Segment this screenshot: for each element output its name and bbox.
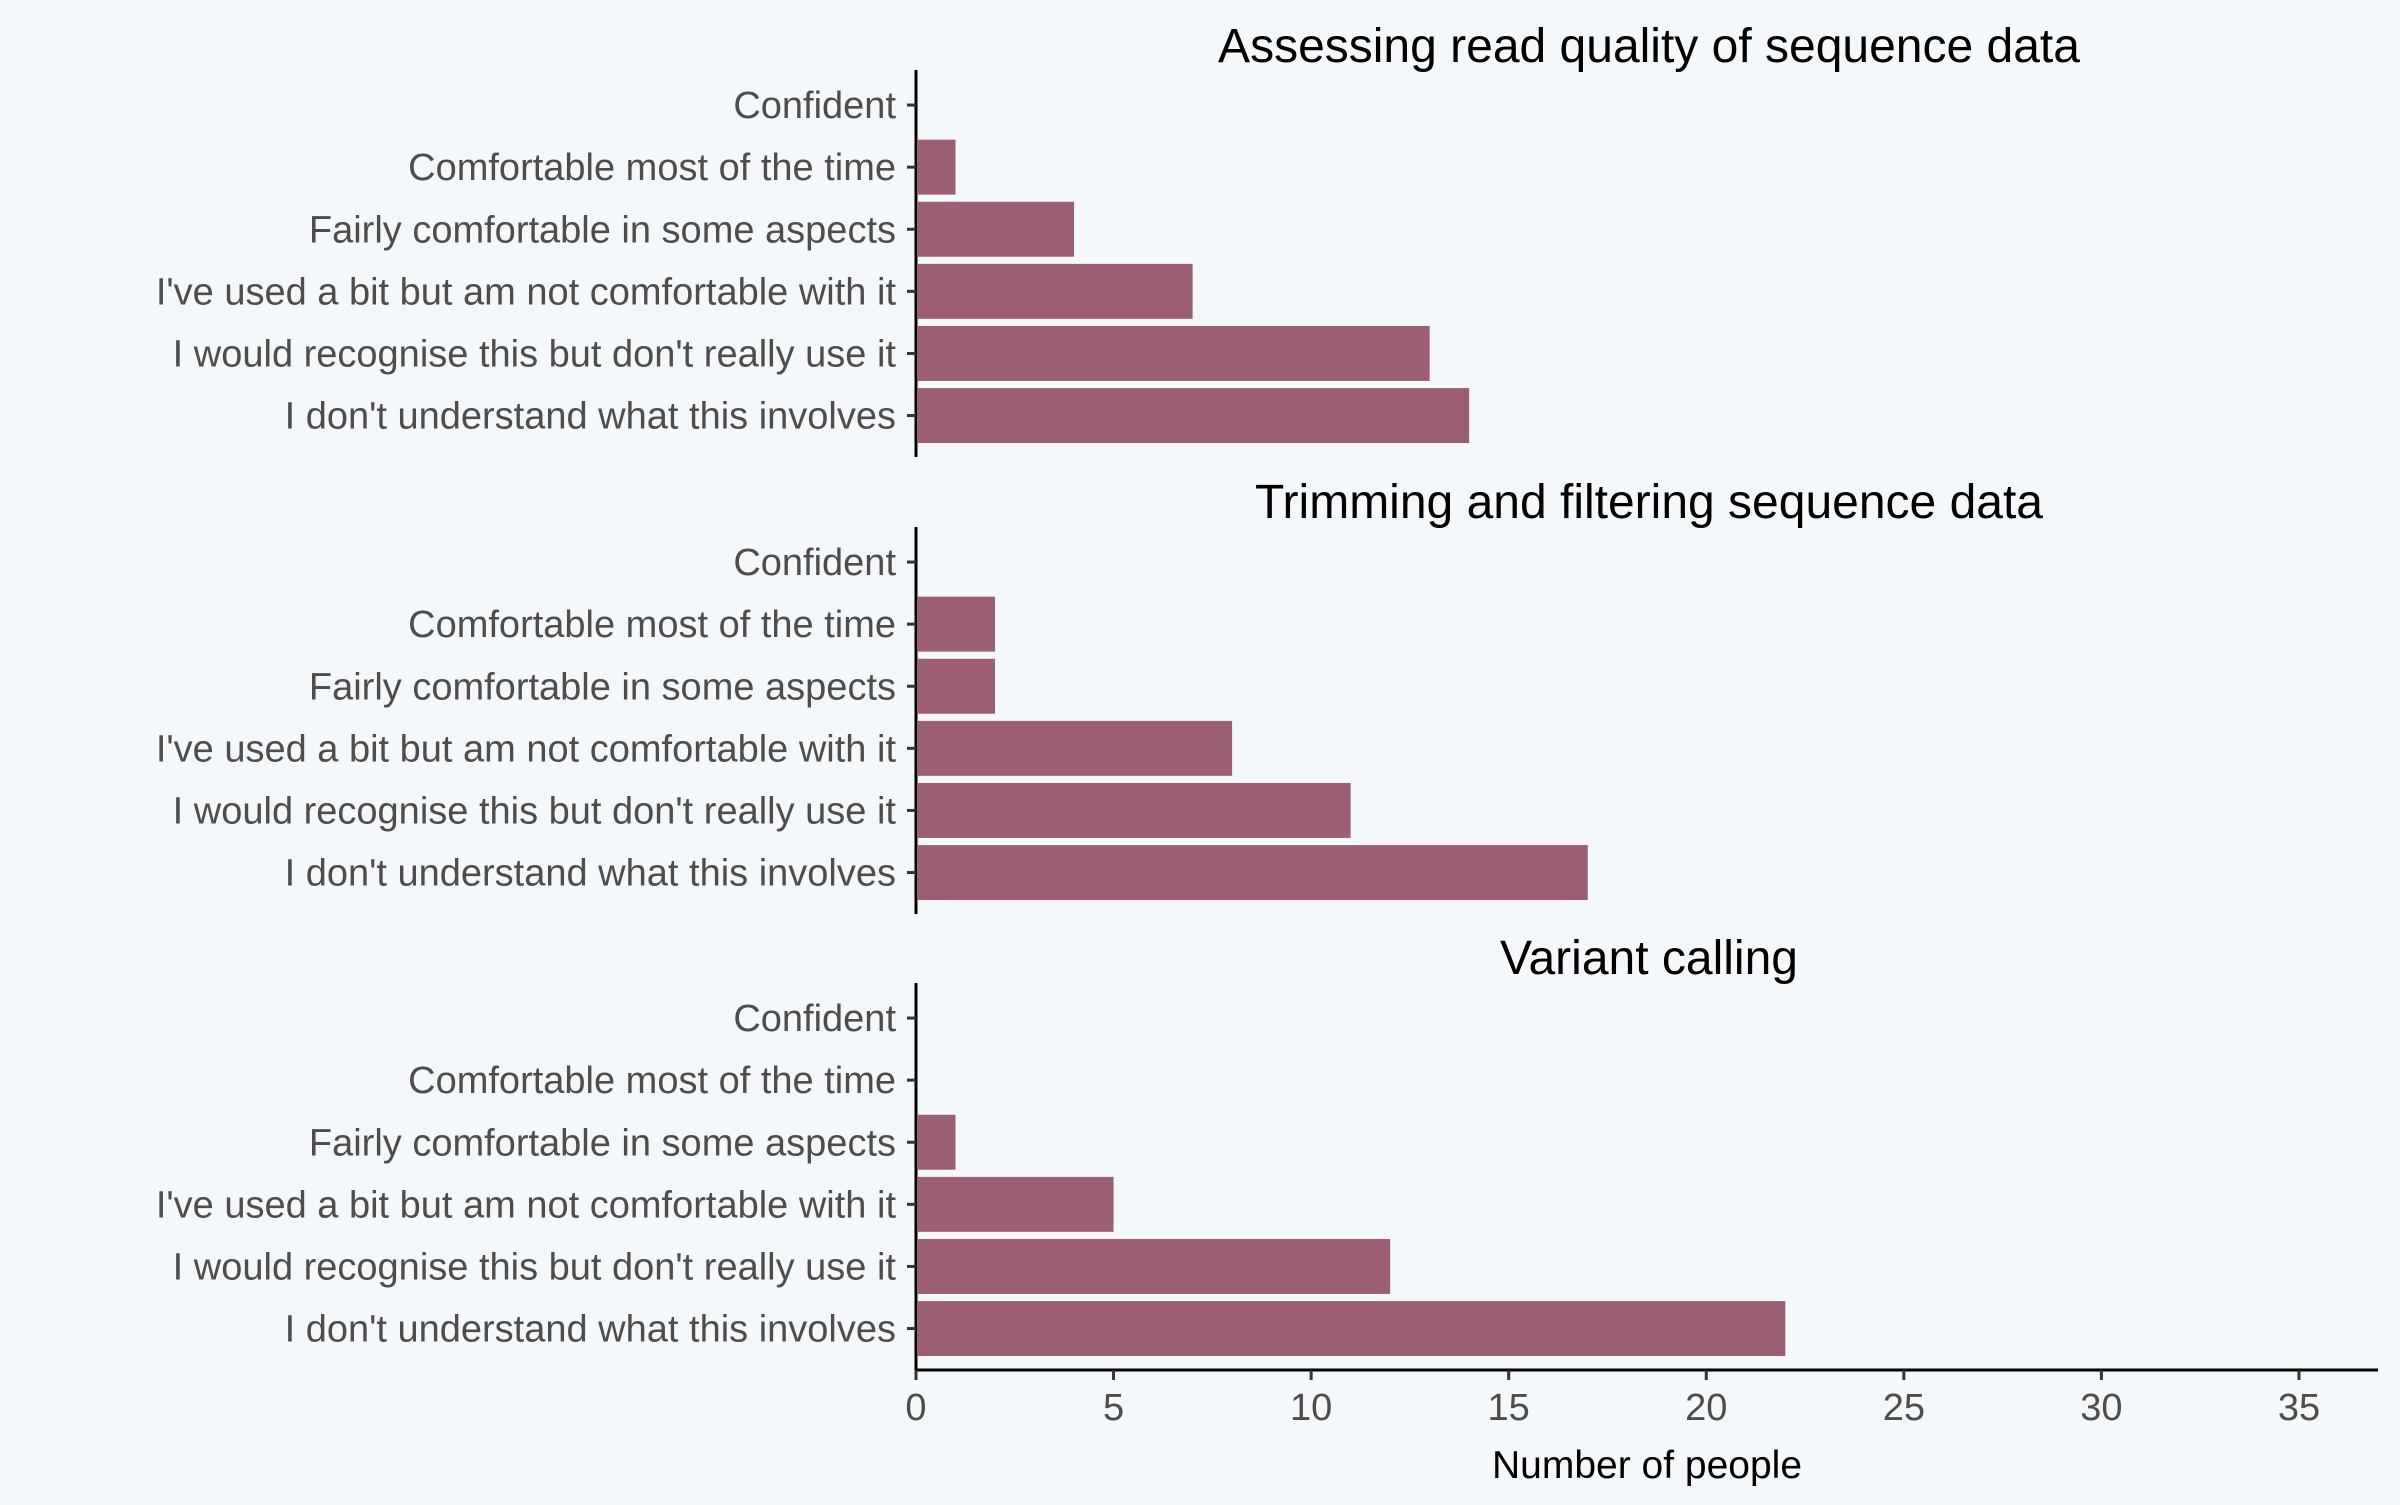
bar-i-don-t-understand-what-this-involves bbox=[917, 1301, 1786, 1357]
bar-comfortable-most-of-the-time bbox=[917, 139, 956, 195]
category-label: Confident bbox=[733, 998, 896, 1040]
x-axis-title: Number of people bbox=[1492, 1444, 1802, 1487]
category-label: I've used a bit but am not comfortable w… bbox=[156, 1184, 897, 1226]
category-label: I don't understand what this involves bbox=[285, 396, 896, 438]
bar-fairly-comfortable-in-some-aspects bbox=[917, 1114, 956, 1170]
bar-i-would-recognise-this-but-don-t-really-use-it bbox=[917, 782, 1351, 838]
bar-i-ve-used-a-bit-but-am-not-comfortable-with-it bbox=[917, 720, 1233, 776]
panel-trimming-and-filtering-sequence-data: Trimming and filtering sequence data Conf… bbox=[156, 476, 2043, 914]
bar-fairly-comfortable-in-some-aspects bbox=[917, 201, 1075, 257]
bar-i-ve-used-a-bit-but-am-not-comfortable-with-it bbox=[917, 1176, 1114, 1232]
category-label: I would recognise this but don't really … bbox=[173, 1246, 897, 1288]
category-label: Comfortable most of the time bbox=[408, 604, 896, 646]
x-axis: 0 5 10 15 20 25 30 35 Number of people bbox=[905, 1368, 2378, 1487]
category-label: Confident bbox=[733, 85, 896, 127]
x-tick-label: 20 bbox=[1685, 1387, 1727, 1429]
category-label: I would recognise this but don't really … bbox=[173, 333, 897, 375]
category-label: Fairly comfortable in some aspects bbox=[309, 209, 896, 251]
panel-title: Assessing read quality of sequence data bbox=[1218, 20, 2080, 73]
category-label: I've used a bit but am not comfortable w… bbox=[156, 728, 897, 770]
category-label: I've used a bit but am not comfortable w… bbox=[156, 271, 897, 313]
bar-i-would-recognise-this-but-don-t-really-use-it bbox=[917, 1238, 1391, 1294]
category-label: Confident bbox=[733, 542, 896, 584]
category-label: Comfortable most of the time bbox=[408, 147, 896, 189]
bar-i-would-recognise-this-but-don-t-really-use-it bbox=[917, 325, 1430, 381]
x-tick-label: 5 bbox=[1103, 1387, 1124, 1429]
bar-i-ve-used-a-bit-but-am-not-comfortable-with-it bbox=[917, 263, 1193, 319]
bar-fairly-comfortable-in-some-aspects bbox=[917, 658, 996, 714]
x-tick-label: 30 bbox=[2080, 1387, 2122, 1429]
panel-title: Trimming and filtering sequence data bbox=[1255, 476, 2043, 529]
x-tick-label: 15 bbox=[1488, 1387, 1530, 1429]
category-label: I don't understand what this involves bbox=[285, 1309, 896, 1351]
category-label: Comfortable most of the time bbox=[408, 1060, 896, 1102]
panel-assessing-read-quality-of-sequence-data: Assessing read quality of sequence data C… bbox=[156, 20, 2080, 457]
category-label: I don't understand what this involves bbox=[285, 853, 896, 895]
category-label: Fairly comfortable in some aspects bbox=[309, 1122, 896, 1164]
x-tick-label: 25 bbox=[1883, 1387, 1925, 1429]
x-tick-label: 0 bbox=[905, 1387, 926, 1429]
panel-title: Variant calling bbox=[1500, 932, 1798, 985]
category-label: Fairly comfortable in some aspects bbox=[309, 666, 896, 708]
x-tick-label: 10 bbox=[1290, 1387, 1332, 1429]
x-tick-label: 35 bbox=[2278, 1387, 2320, 1429]
bar-comfortable-most-of-the-time bbox=[917, 596, 996, 652]
panels-layer: Assessing read quality of sequence data C… bbox=[156, 20, 2080, 1370]
bar-i-don-t-understand-what-this-involves bbox=[917, 388, 1470, 444]
category-label: I would recognise this but don't really … bbox=[173, 790, 897, 832]
bar-i-don-t-understand-what-this-involves bbox=[917, 845, 1588, 901]
panel-variant-calling: Variant calling Confident Comfortable most… bbox=[156, 932, 1798, 1370]
